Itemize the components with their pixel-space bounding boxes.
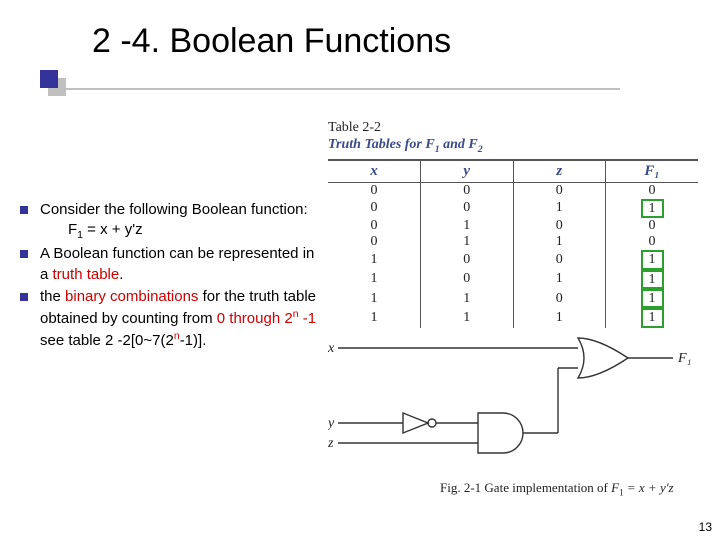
table-cell: 1	[606, 308, 699, 327]
table-cell: 1	[421, 308, 514, 327]
table-cell: 0	[513, 250, 606, 269]
table-cell: 1	[606, 270, 699, 289]
table-cell: 0	[328, 234, 421, 250]
table-row: 0100	[328, 218, 698, 234]
bullet-text: -1)].	[180, 332, 207, 349]
formula-prefix: F	[68, 221, 77, 238]
label-z: z	[328, 436, 334, 451]
table-row: 0110	[328, 234, 698, 250]
bullet-highlight: 0 through 2	[217, 310, 293, 327]
table-cell: 0	[421, 270, 514, 289]
table-row: 1111	[328, 308, 698, 327]
table-cell: 1	[606, 250, 699, 269]
table-cell: 0	[606, 182, 699, 199]
title-underline	[60, 88, 620, 90]
table-cell: 0	[328, 182, 421, 199]
fig-b: F	[611, 480, 619, 495]
formula-rest: = x + y'z	[83, 221, 143, 238]
bullet-item: A Boolean function can be represented in…	[20, 244, 320, 285]
table-cell: 0	[328, 199, 421, 218]
table-row: 0000	[328, 182, 698, 199]
label-x: x	[328, 341, 335, 356]
truth-table-area: Table 2-2 Truth Tables for F1 and F2 xyz…	[328, 120, 708, 328]
table-cell: 1	[328, 270, 421, 289]
fig-a: Fig. 2-1 Gate implementation of	[440, 480, 611, 495]
circuit-diagram: x y z F₁	[328, 328, 708, 478]
table-cell: 0	[513, 182, 606, 199]
fig-c: = x + y'z	[624, 480, 674, 495]
table-subcaption: Truth Tables for F1 and F2	[328, 137, 708, 155]
table-cell: 1	[513, 308, 606, 327]
page-number: 13	[699, 520, 712, 534]
bullet-item: Consider the following Boolean function:…	[20, 200, 320, 242]
sub-b: and F	[440, 137, 478, 152]
table-cell: 0	[421, 199, 514, 218]
table-cell: 1	[606, 289, 699, 308]
table-header: z	[513, 160, 606, 183]
table-row: 1011	[328, 270, 698, 289]
table-caption: Table 2-2	[328, 120, 708, 136]
bullet-text: Consider the following Boolean function:	[40, 201, 308, 218]
bullet-item: the binary combinations for the truth ta…	[20, 287, 320, 352]
table-header: F₁	[606, 160, 699, 183]
table-cell: 1	[421, 218, 514, 234]
table-cell: 0	[606, 218, 699, 234]
sub-2: 2	[478, 144, 483, 155]
bullet-highlight: truth table	[53, 266, 120, 283]
table-cell: 0	[606, 234, 699, 250]
table-cell: 1	[513, 199, 606, 218]
table-row: 1101	[328, 289, 698, 308]
table-cell: 1	[606, 199, 699, 218]
sub-a: Truth Tables for F	[328, 137, 435, 152]
table-cell: 1	[421, 234, 514, 250]
title-accent-square	[40, 70, 58, 88]
table-header: x	[328, 160, 421, 183]
figure-caption: Fig. 2-1 Gate implementation of F1 = x +…	[440, 480, 674, 498]
table-cell: 0	[513, 218, 606, 234]
bullet-marker-icon	[20, 250, 28, 258]
bullet-highlight: -1	[299, 310, 317, 327]
bullet-marker-icon	[20, 293, 28, 301]
truth-table: xyzF₁ 00000011010001101001101111011111	[328, 159, 698, 328]
table-cell: 1	[328, 250, 421, 269]
bullet-text: see table 2 -2[0~7(2	[40, 332, 174, 349]
slide-title: 2 -4. Boolean Functions	[40, 22, 720, 61]
table-cell: 0	[513, 289, 606, 308]
bullet-tail: .	[119, 266, 123, 283]
table-cell: 0	[421, 182, 514, 199]
label-out: F₁	[677, 351, 691, 366]
bullet-text: the	[40, 288, 65, 305]
table-cell: 1	[328, 289, 421, 308]
table-row: 0011	[328, 199, 698, 218]
label-y: y	[328, 416, 335, 431]
table-cell: 1	[328, 308, 421, 327]
bullet-marker-icon	[20, 206, 28, 214]
table-cell: 0	[328, 218, 421, 234]
bullet-highlight: binary combinations	[65, 288, 198, 305]
table-header: y	[421, 160, 514, 183]
bullet-list: Consider the following Boolean function:…	[20, 200, 320, 354]
table-cell: 1	[421, 289, 514, 308]
table-cell: 1	[513, 234, 606, 250]
table-cell: 1	[513, 270, 606, 289]
table-cell: 0	[421, 250, 514, 269]
table-row: 1001	[328, 250, 698, 269]
